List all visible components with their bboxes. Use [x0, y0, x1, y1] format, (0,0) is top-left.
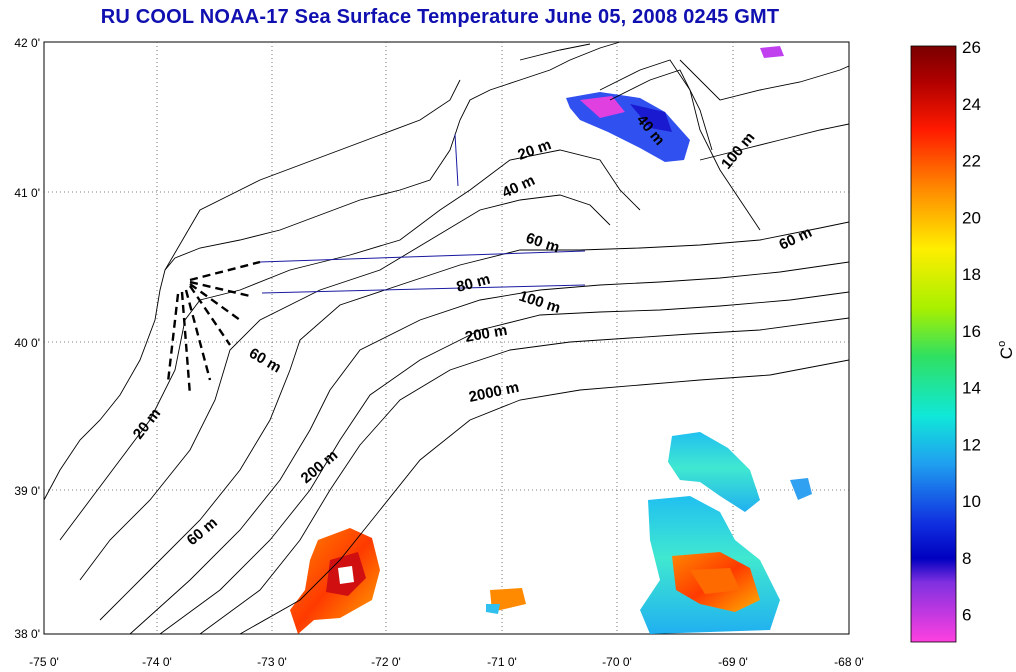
lon-tick-label: -73 0' [257, 655, 287, 669]
lon-tick-label: -68 0' [834, 655, 864, 669]
lat-tick-label: 40 0' [14, 336, 40, 350]
lat-tick-label: 41 0' [14, 186, 40, 200]
lat-tick-label: 38 0' [14, 627, 40, 641]
transect-lines [259, 133, 586, 294]
latitude-tick-labels: 42 0' 41 0' 40 0' 39 0' 38 0' [14, 36, 40, 641]
lat-tick-label: 42 0' [14, 36, 40, 50]
graticule [44, 42, 849, 634]
sst-pixels [290, 46, 812, 634]
colorbar-tick-label: 24 [962, 95, 981, 114]
colorbar-tick-label: 22 [962, 152, 981, 171]
bathymetry-contours [43, 41, 850, 635]
colorbar-tick-label: 8 [962, 549, 971, 568]
lon-tick-label: -70 0' [602, 655, 632, 669]
colorbar-tick-label: 20 [962, 208, 981, 227]
colorbar-tick-label: 12 [962, 435, 981, 454]
longitude-tick-labels: -75 0' -74 0' -73 0' -72 0' -71 0' -70 0' -69 … [29, 655, 864, 669]
dashed-radials [166, 260, 261, 396]
lon-tick-label: -69 0' [718, 655, 748, 669]
colorbar-tick-labels: 26 24 22 20 18 16 14 12 10 8 6 [962, 38, 981, 625]
lon-tick-label: -74 0' [142, 655, 172, 669]
colorbar-tick-label: 26 [962, 38, 981, 57]
colorbar-tick-label: 14 [962, 379, 981, 398]
colorbar-tick-label: 18 [962, 265, 981, 284]
lon-tick-label: -71 0' [487, 655, 517, 669]
colorbar-unit-label: Co [996, 341, 1016, 359]
lon-tick-label: -72 0' [371, 655, 401, 669]
colorbar-tick-label: 16 [962, 322, 981, 341]
lon-tick-label: -75 0' [29, 655, 59, 669]
colorbar-tick-label: 6 [962, 606, 971, 625]
lat-tick-label: 39 0' [14, 484, 40, 498]
map-title: RU COOL NOAA-17 Sea Surface Temperature … [100, 6, 780, 28]
colorbar-tick-label: 10 [962, 492, 981, 511]
colorbar [910, 45, 957, 643]
